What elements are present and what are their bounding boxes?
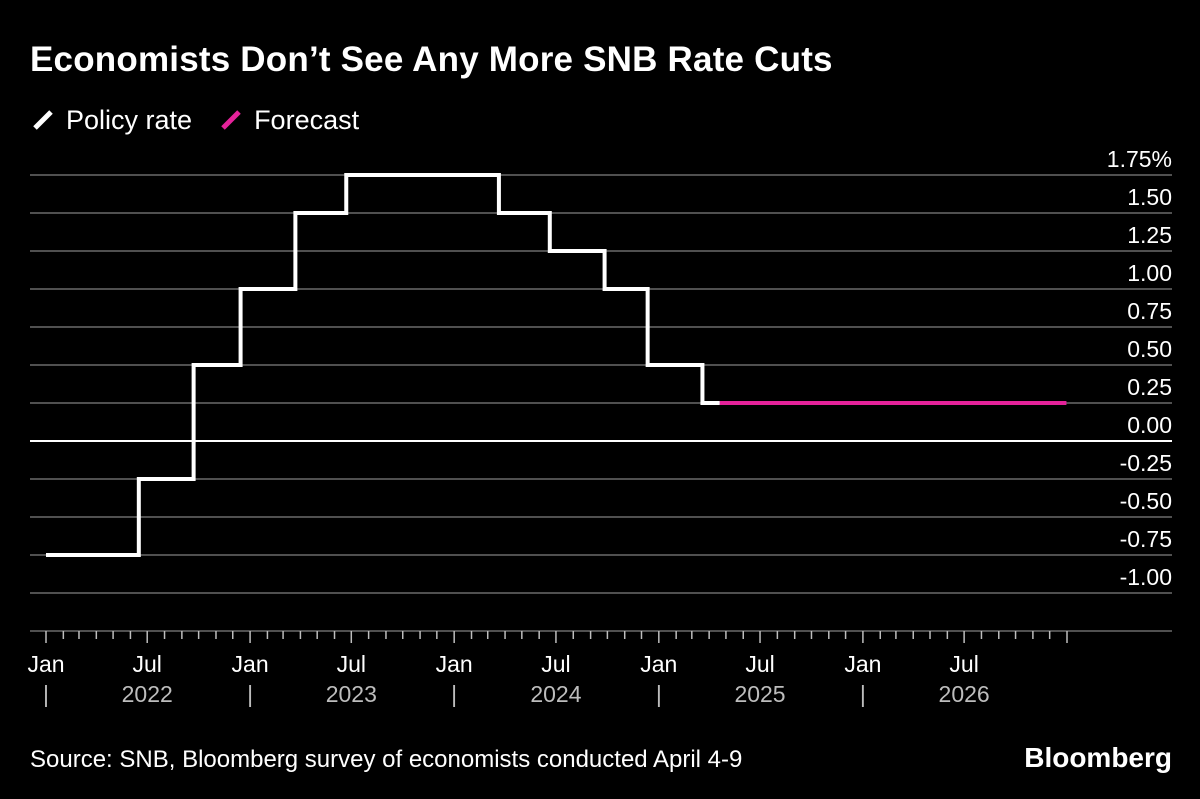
y-tick-label: -1.00 <box>1120 564 1172 590</box>
x-tick-label: Jan <box>844 651 881 677</box>
legend-swatch-policy-rate <box>33 110 53 130</box>
year-label: 2026 <box>939 681 990 707</box>
series-policy-rate-line <box>46 173 720 557</box>
year-label: 2023 <box>326 681 377 707</box>
year-separator: | <box>43 681 49 707</box>
year-separator: | <box>656 681 662 707</box>
legend-label-policy-rate: Policy rate <box>66 104 193 135</box>
y-tick-label: 0.00 <box>1127 412 1172 438</box>
y-tick-label: 0.75 <box>1127 298 1172 324</box>
y-tick-label: 0.50 <box>1127 336 1172 362</box>
y-tick-label: -0.75 <box>1120 526 1172 552</box>
x-tick-label: Jul <box>133 651 162 677</box>
legend-label-forecast: Forecast <box>254 104 360 135</box>
y-tick-label: -0.50 <box>1120 488 1172 514</box>
legend-item-policy-rate: Policy rate <box>32 105 192 136</box>
chart-title: Economists Don’t See Any More SNB Rate C… <box>30 40 833 79</box>
year-separator: | <box>451 681 457 707</box>
year-separator: | <box>860 681 866 707</box>
year-separator: | <box>247 681 253 707</box>
bloomberg-logo: Bloomberg <box>1024 742 1172 773</box>
legend-swatch-forecast <box>221 110 241 130</box>
y-tick-label: 1.25 <box>1127 222 1172 248</box>
y-tick-label: 1.75% <box>1107 146 1172 172</box>
y-tick-label: -0.25 <box>1120 450 1172 476</box>
x-tick-label: Jan <box>436 651 473 677</box>
y-tick-label: 1.00 <box>1127 260 1172 286</box>
x-tick-label: Jul <box>745 651 774 677</box>
year-label: 2024 <box>530 681 581 707</box>
x-tick-label: Jan <box>640 651 677 677</box>
x-tick-label: Jul <box>541 651 570 677</box>
year-label: 2025 <box>734 681 785 707</box>
source-note: Source: SNB, Bloomberg survey of economi… <box>30 746 743 773</box>
y-tick-label: 0.25 <box>1127 374 1172 400</box>
x-tick-label: Jul <box>337 651 366 677</box>
x-tick-label: Jan <box>232 651 269 677</box>
x-tick-label: Jan <box>27 651 64 677</box>
x-tick-label: Jul <box>949 651 978 677</box>
legend: Policy rate Forecast <box>32 104 387 136</box>
legend-item-forecast: Forecast <box>220 105 359 136</box>
year-label: 2022 <box>122 681 173 707</box>
y-tick-label: 1.50 <box>1127 184 1172 210</box>
